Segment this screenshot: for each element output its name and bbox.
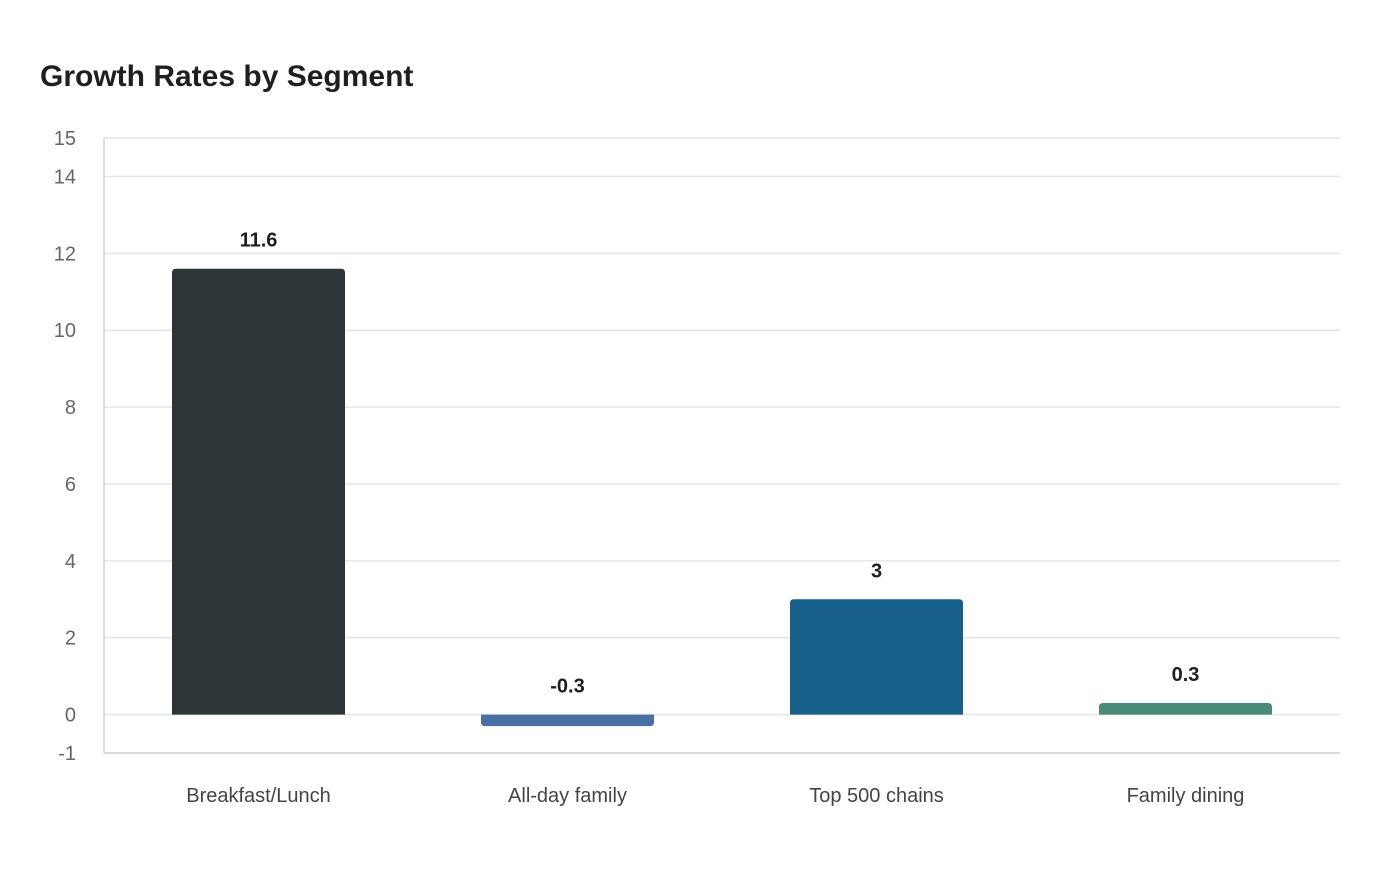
labels: -1 0 2 4 6 8 10 12 14 15 11.6 Breakfast/Lunch -0.3 Al… [54,128,1245,807]
y-tick-label: 0 [65,705,76,727]
data-label: 11.6 [240,230,278,252]
y-tick-label: 4 [65,551,76,573]
axes [103,138,1340,754]
y-tick-label: 14 [54,166,76,188]
bar-top-500-chains [789,599,964,715]
y-tick-label: 10 [54,320,76,342]
bars [171,268,1273,727]
y-tick-label: 2 [65,628,76,650]
y-tick-label: 15 [54,128,76,150]
y-tick-label: -1 [58,743,76,765]
data-label: -0.3 [550,676,584,698]
x-category-label: All-day family [508,785,627,807]
data-label: 0.3 [1172,664,1200,686]
data-label: 3 [871,560,882,582]
bar-family-dining [1098,703,1273,715]
x-category-label: Breakfast/Lunch [186,785,331,807]
x-category-label: Family dining [1127,785,1245,807]
x-category-label: Top 500 chains [809,785,944,807]
y-tick-label: 8 [65,397,76,419]
y-tick-label: 6 [65,474,76,496]
bar-breakfast-lunch [171,268,346,715]
chart-title: Growth Rates by Segment [40,60,414,93]
y-tick-label: 12 [54,243,76,265]
bar-all-day-family [480,714,655,727]
